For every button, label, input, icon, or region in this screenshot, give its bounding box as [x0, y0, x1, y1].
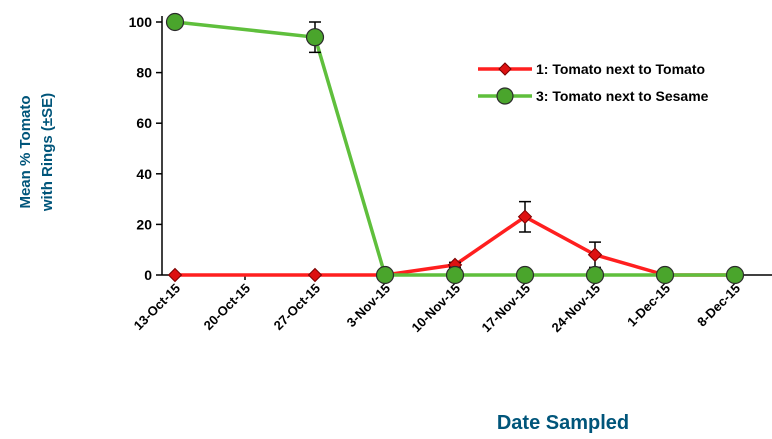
y-axis-label: Mean % Tomato with Rings (±SE) — [17, 93, 56, 212]
data-point — [585, 265, 605, 285]
x-ticks: 13-Oct-15 20-Oct-15 27-Oct-15 3-Nov-15 10-No… — [131, 275, 743, 336]
y-tick-label: 40 — [136, 166, 152, 182]
y-tick-label: 100 — [129, 14, 153, 30]
x-axis-label: Date Sampled — [497, 412, 629, 434]
x-tick-label: 13-Oct-15 — [131, 281, 184, 334]
legend-marker — [496, 87, 514, 105]
series-line — [174, 20, 735, 277]
data-point — [445, 265, 465, 285]
data-point — [165, 12, 185, 32]
y-tick-label: 0 — [144, 267, 152, 283]
y-tick-label: 80 — [136, 65, 152, 81]
x-tick-label: 24-Nov-15 — [549, 281, 604, 336]
legend-label: 3: Tomato next to Sesame — [536, 88, 709, 104]
data-point — [375, 265, 395, 285]
data-point — [587, 247, 603, 262]
data-point — [725, 265, 745, 285]
legend-marker — [498, 62, 512, 76]
axes — [161, 16, 772, 276]
x-tick-label: 10-Nov-15 — [409, 281, 464, 336]
data-point — [517, 209, 533, 225]
legend-item-1: 1: Tomato next to Tomato — [478, 61, 705, 77]
legend-item-2: 3: Tomato next to Sesame — [478, 87, 709, 105]
x-tick-label: 1-Dec-15 — [624, 281, 673, 330]
y-tick-label: 20 — [136, 216, 152, 232]
series-2 — [165, 12, 745, 285]
data-point — [515, 265, 535, 285]
y-ticks: 0 20 40 60 80 100 — [129, 14, 162, 283]
legend-label: 1: Tomato next to Tomato — [536, 61, 705, 77]
series-layer — [165, 12, 745, 285]
data-point — [305, 28, 325, 47]
x-tick-label: 20-Oct-15 — [201, 281, 254, 334]
legend: 1: Tomato next to Tomato 3: Tomato next t… — [478, 61, 709, 105]
data-point — [307, 267, 323, 283]
x-tick-label: 27-Oct-15 — [271, 281, 324, 334]
y-tick-label: 60 — [136, 115, 152, 131]
series-1 — [167, 200, 743, 283]
data-point — [167, 267, 183, 283]
x-tick-label: 8-Dec-15 — [694, 281, 743, 330]
x-tick-label: 3-Nov-15 — [344, 281, 393, 330]
y-axis-label-line-2: with Rings (±SE) — [39, 93, 56, 212]
data-point — [655, 265, 675, 285]
x-tick-label: 17-Nov-15 — [479, 281, 534, 336]
series-line — [175, 215, 735, 277]
y-axis-label-line-1: Mean % Tomato — [17, 95, 34, 208]
